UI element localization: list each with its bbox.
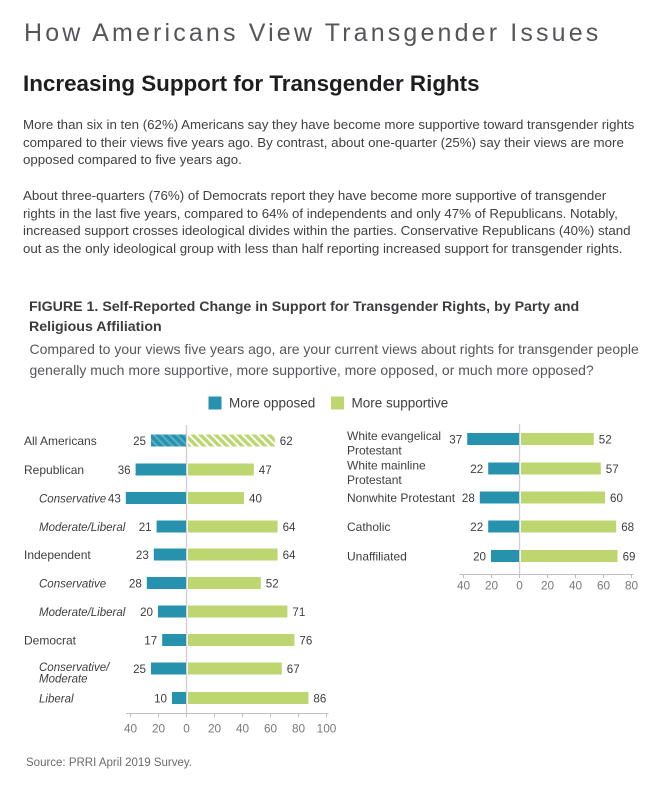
- svg-text:Republican: Republican: [24, 463, 84, 477]
- svg-text:28: 28: [129, 578, 142, 591]
- svg-text:More supportive: More supportive: [352, 396, 449, 411]
- svg-text:57: 57: [606, 463, 619, 476]
- svg-text:64: 64: [283, 549, 296, 562]
- svg-text:100: 100: [317, 722, 337, 736]
- svg-text:40: 40: [457, 579, 471, 593]
- svg-text:22: 22: [470, 521, 483, 534]
- svg-text:Protestant: Protestant: [347, 444, 402, 458]
- svg-text:64: 64: [283, 521, 296, 534]
- svg-text:40: 40: [249, 493, 262, 506]
- svg-text:More opposed: More opposed: [229, 396, 315, 411]
- svg-text:52: 52: [266, 578, 279, 591]
- svg-text:36: 36: [118, 464, 131, 477]
- svg-text:40: 40: [569, 579, 583, 593]
- svg-text:0: 0: [516, 579, 523, 593]
- svg-text:Liberal: Liberal: [39, 694, 74, 706]
- svg-text:20: 20: [140, 606, 153, 619]
- svg-text:62: 62: [280, 435, 293, 448]
- svg-text:40: 40: [124, 722, 138, 736]
- svg-text:76: 76: [299, 635, 312, 648]
- svg-text:Catholic: Catholic: [347, 520, 390, 534]
- svg-text:22: 22: [470, 463, 483, 476]
- svg-text:10: 10: [154, 693, 167, 706]
- svg-text:20: 20: [485, 579, 499, 593]
- svg-text:21: 21: [139, 521, 152, 534]
- svg-text:69: 69: [623, 551, 636, 564]
- svg-text:52: 52: [599, 434, 612, 447]
- svg-text:Moderate/Liberal: Moderate/Liberal: [39, 607, 126, 619]
- svg-text:White evangelical: White evangelical: [347, 429, 441, 443]
- svg-text:Conservative/: Conservative/: [39, 662, 111, 674]
- svg-text:0: 0: [183, 722, 190, 736]
- svg-text:43: 43: [108, 493, 121, 506]
- svg-text:67: 67: [287, 663, 300, 676]
- svg-text:Protestant: Protestant: [347, 473, 402, 487]
- svg-text:71: 71: [292, 606, 305, 619]
- svg-text:White mainline: White mainline: [347, 459, 426, 473]
- svg-text:Independent: Independent: [24, 548, 91, 562]
- svg-text:86: 86: [313, 693, 326, 706]
- svg-text:Conservative: Conservative: [39, 494, 106, 506]
- svg-text:80: 80: [292, 722, 306, 736]
- svg-text:80: 80: [625, 579, 639, 593]
- svg-text:60: 60: [264, 722, 278, 736]
- svg-text:47: 47: [259, 464, 272, 477]
- svg-text:20: 20: [152, 722, 166, 736]
- svg-text:68: 68: [621, 521, 634, 534]
- svg-text:Nonwhite Protestant: Nonwhite Protestant: [347, 491, 456, 505]
- svg-text:Unaffiliated: Unaffiliated: [347, 550, 407, 564]
- svg-text:60: 60: [610, 492, 623, 505]
- svg-text:23: 23: [136, 549, 149, 562]
- svg-text:17: 17: [144, 635, 157, 648]
- svg-text:Moderate/Liberal: Moderate/Liberal: [39, 522, 126, 534]
- svg-text:20: 20: [208, 722, 222, 736]
- svg-text:40: 40: [236, 722, 250, 736]
- svg-text:Democrat: Democrat: [24, 634, 77, 648]
- svg-text:20: 20: [473, 551, 486, 564]
- svg-text:Conservative: Conservative: [39, 579, 106, 591]
- svg-text:All Americans: All Americans: [24, 434, 97, 448]
- svg-text:20: 20: [541, 579, 555, 593]
- svg-text:37: 37: [449, 434, 462, 447]
- svg-text:25: 25: [133, 663, 146, 676]
- svg-text:60: 60: [597, 579, 611, 593]
- svg-text:25: 25: [133, 435, 146, 448]
- svg-text:28: 28: [462, 492, 475, 505]
- svg-text:Moderate: Moderate: [39, 674, 88, 686]
